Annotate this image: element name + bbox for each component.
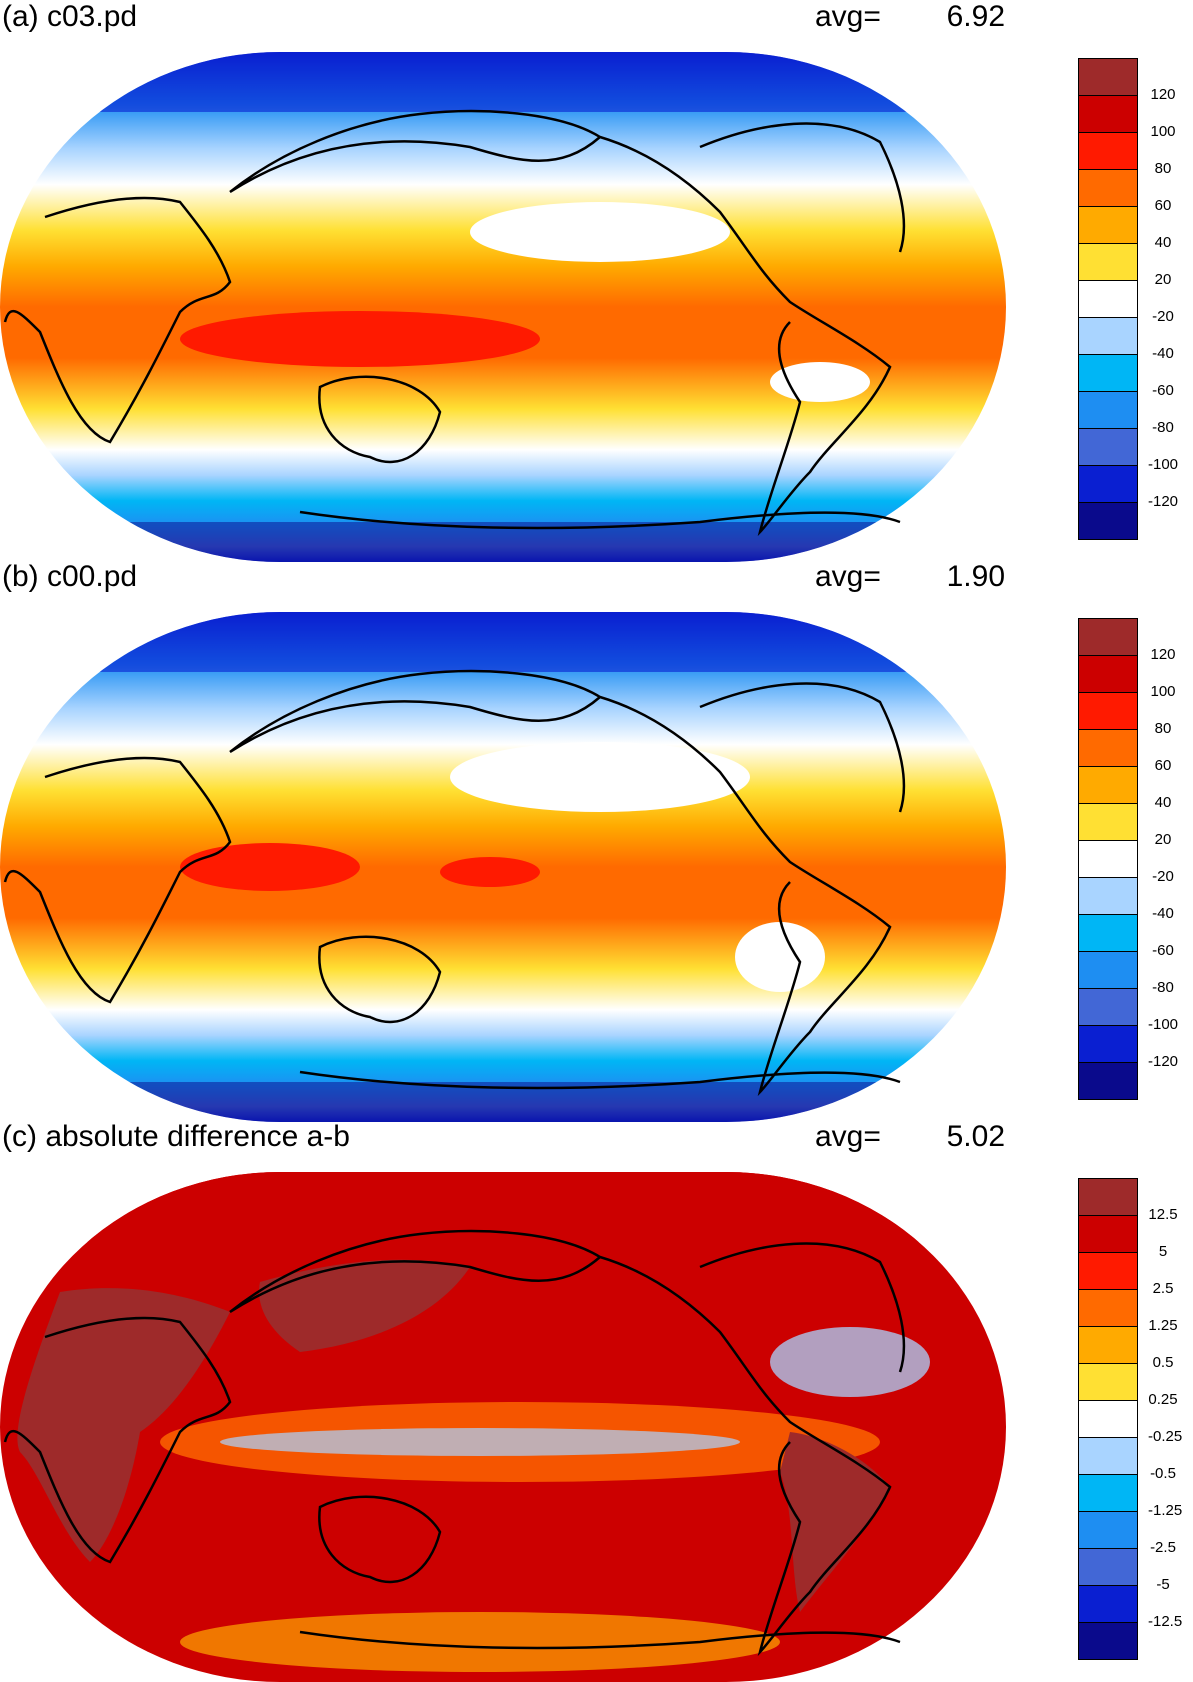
colorbar-tick-label: 0.25	[1148, 1391, 1178, 1408]
coastlines	[3, 109, 906, 537]
colorbar-tick-label: -80	[1152, 979, 1174, 996]
colorbar-tick-label: -100	[1148, 456, 1179, 473]
colorbar-swatch	[1078, 58, 1138, 96]
map-plot	[0, 52, 1006, 562]
colorbar-swatch	[1078, 1400, 1138, 1438]
colorbar-tick-label: -100	[1148, 1016, 1179, 1033]
colorbar-tick-label: -40	[1152, 345, 1174, 362]
coastlines	[3, 669, 906, 1097]
colorbar-tick-label: 120	[1150, 86, 1176, 103]
panel-a: (a) c03.pd avg= 6.92 120 100 80 60 40 20 -20 -4…	[0, 0, 1193, 562]
colorbar-tick-label: -80	[1152, 419, 1174, 436]
colorbar-swatch	[1078, 1289, 1138, 1327]
colorbar-tick-label: -5	[1156, 1576, 1170, 1593]
colorbar-swatch	[1078, 692, 1138, 730]
colorbar-swatch	[1078, 1178, 1138, 1216]
colorbar-swatch	[1078, 132, 1138, 170]
colorbar-swatch	[1078, 729, 1138, 767]
panel-title: (a) c03.pd	[2, 0, 138, 33]
colorbar-swatch	[1078, 1511, 1138, 1549]
colorbar-tick-label: 80	[1154, 720, 1172, 737]
colorbar-tick-label: -120	[1148, 493, 1179, 510]
colorbar-swatch	[1078, 766, 1138, 804]
colorbar-tick-label: 40	[1154, 794, 1172, 811]
colorbar-tick-label: -0.25	[1148, 1428, 1183, 1445]
colorbar-tick-label: 100	[1150, 123, 1176, 140]
colorbar-tick-label: -40	[1152, 905, 1174, 922]
panel-title: (c) absolute difference a-b	[2, 1120, 350, 1153]
colorbar-tick-label: -60	[1152, 382, 1174, 399]
colorbar-swatch	[1078, 391, 1138, 429]
colorbar-tick-label: 120	[1150, 646, 1176, 663]
colorbar-swatch	[1078, 317, 1138, 355]
colorbar-tick-label: 60	[1154, 197, 1172, 214]
colorbar-swatch	[1078, 1548, 1138, 1586]
colorbar-swatch	[1078, 243, 1138, 281]
colorbar-tick-label: 20	[1154, 831, 1172, 848]
colorbar-swatch	[1078, 354, 1138, 392]
avg-label: avg=	[815, 0, 881, 33]
map-plot	[0, 612, 1006, 1122]
colorbar-swatch	[1078, 1622, 1138, 1660]
colorbar-swatch	[1078, 502, 1138, 540]
colorbar-tick-label: -120	[1148, 1053, 1179, 1070]
colorbar-swatch	[1078, 465, 1138, 503]
colorbar-tick-label: 2.5	[1152, 1280, 1174, 1297]
colorbar-tick-label: -2.5	[1150, 1539, 1176, 1556]
colorbar-tick-label: 0.5	[1152, 1354, 1174, 1371]
avg-label: avg=	[815, 1120, 881, 1153]
colorbar-tick-label: 60	[1154, 757, 1172, 774]
colorbar-swatch	[1078, 877, 1138, 915]
colorbar-swatch	[1078, 1215, 1138, 1253]
colorbar-tick-label: 40	[1154, 234, 1172, 251]
colorbar-swatch	[1078, 428, 1138, 466]
colorbar-swatch	[1078, 1437, 1138, 1475]
colorbar-swatch	[1078, 840, 1138, 878]
colorbar-swatch	[1078, 95, 1138, 133]
map-plot	[0, 1172, 1006, 1682]
colorbar-swatch	[1078, 1585, 1138, 1623]
colorbar-swatch	[1078, 206, 1138, 244]
colorbar-swatch	[1078, 988, 1138, 1026]
colorbar-swatch	[1078, 803, 1138, 841]
colorbar-swatch	[1078, 1025, 1138, 1063]
colorbar-swatch	[1078, 914, 1138, 952]
colorbar-swatch	[1078, 1474, 1138, 1512]
colorbar-tick-label: 1.25	[1148, 1317, 1178, 1334]
colorbar-swatch	[1078, 1062, 1138, 1100]
colorbar-swatch	[1078, 1252, 1138, 1290]
colorbar-tick-label: -12.5	[1148, 1613, 1183, 1630]
colorbar-swatch	[1078, 1363, 1138, 1401]
avg-label: avg=	[815, 560, 881, 593]
avg-value: 6.92	[946, 0, 1005, 33]
colorbar-tick-label: -0.5	[1150, 1465, 1176, 1482]
panel-title: (b) c00.pd	[2, 560, 138, 593]
colorbar-swatch	[1078, 655, 1138, 693]
colorbar-tick-label: -20	[1152, 308, 1174, 325]
colorbar-tick-label: 20	[1154, 271, 1172, 288]
colorbar-tick-label: -60	[1152, 942, 1174, 959]
colorbar-swatch	[1078, 951, 1138, 989]
colorbar-tick-label: -1.25	[1148, 1502, 1183, 1519]
panel-c: (c) absolute difference a-b avg= 5.02 12…	[0, 1120, 1193, 1682]
colorbar-tick-label: 5	[1158, 1243, 1168, 1260]
coastlines	[3, 1229, 906, 1657]
colorbar-tick-label: 12.5	[1148, 1206, 1178, 1223]
colorbar-swatch	[1078, 280, 1138, 318]
colorbar-swatch	[1078, 618, 1138, 656]
avg-value: 1.90	[946, 560, 1005, 593]
colorbar-swatch	[1078, 169, 1138, 207]
colorbar-tick-label: -20	[1152, 868, 1174, 885]
avg-value: 5.02	[946, 1120, 1005, 1153]
colorbar-tick-label: 100	[1150, 683, 1176, 700]
colorbar-swatch	[1078, 1326, 1138, 1364]
colorbar-tick-label: 80	[1154, 160, 1172, 177]
panel-b: (b) c00.pd avg= 1.90 120 100 80 60 40 20 -20 -4…	[0, 560, 1193, 1122]
